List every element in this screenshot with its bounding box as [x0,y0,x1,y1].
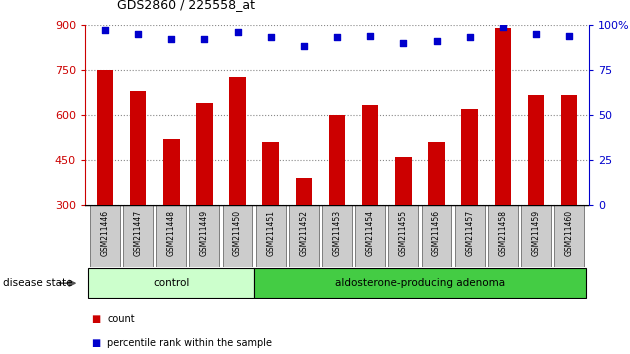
Text: GSM211451: GSM211451 [266,210,275,256]
Bar [428,142,445,296]
Point [531,31,541,37]
Text: GSM211456: GSM211456 [432,210,441,256]
Bar [561,96,578,296]
Text: disease state: disease state [3,278,72,288]
Point [199,36,209,42]
FancyBboxPatch shape [256,205,285,267]
Text: GSM211446: GSM211446 [100,210,110,256]
FancyBboxPatch shape [455,205,484,267]
Bar [96,70,113,296]
Text: ■: ■ [91,314,101,324]
Point [332,35,342,40]
Point [498,24,508,29]
FancyBboxPatch shape [554,205,584,267]
FancyBboxPatch shape [123,205,153,267]
Bar [229,78,246,296]
FancyBboxPatch shape [421,205,452,267]
Text: GSM211453: GSM211453 [333,210,341,256]
Bar [295,178,312,296]
Text: GSM211455: GSM211455 [399,210,408,256]
Text: GSM211460: GSM211460 [564,210,574,256]
Bar [362,104,379,296]
Bar [130,91,146,296]
Text: GSM211457: GSM211457 [465,210,474,256]
Text: ■: ■ [91,338,101,348]
Text: GDS2860 / 225558_at: GDS2860 / 225558_at [117,0,255,11]
Point [465,35,475,40]
Point [232,29,243,35]
Text: GSM211447: GSM211447 [134,210,142,256]
Text: GSM211458: GSM211458 [498,210,507,256]
Bar [329,115,345,296]
Text: GSM211452: GSM211452 [299,210,309,256]
FancyBboxPatch shape [488,205,518,267]
Bar [495,28,511,296]
FancyBboxPatch shape [156,205,186,267]
Bar [163,139,180,296]
Bar [461,109,478,296]
Point [365,33,375,39]
Point [166,36,176,42]
FancyBboxPatch shape [254,268,586,298]
Text: count: count [107,314,135,324]
Text: control: control [153,278,190,288]
Bar [395,157,411,296]
Point [133,31,143,37]
Point [432,38,442,44]
FancyBboxPatch shape [289,205,319,267]
FancyBboxPatch shape [90,205,120,267]
FancyBboxPatch shape [222,205,253,267]
Text: percentile rank within the sample: percentile rank within the sample [107,338,272,348]
Point [299,44,309,49]
Point [100,27,110,33]
Point [266,35,276,40]
Text: GSM211449: GSM211449 [200,210,209,256]
Bar [528,96,544,296]
Bar [196,103,213,296]
FancyBboxPatch shape [190,205,219,267]
Text: GSM211454: GSM211454 [365,210,375,256]
FancyBboxPatch shape [389,205,418,267]
Text: GSM211459: GSM211459 [532,210,541,256]
Text: aldosterone-producing adenoma: aldosterone-producing adenoma [335,278,505,288]
FancyBboxPatch shape [322,205,352,267]
FancyBboxPatch shape [355,205,385,267]
FancyBboxPatch shape [521,205,551,267]
FancyBboxPatch shape [88,268,254,298]
Point [564,33,574,39]
Text: GSM211448: GSM211448 [167,210,176,256]
Bar [263,142,279,296]
Text: GSM211450: GSM211450 [233,210,242,256]
Point [398,40,408,46]
